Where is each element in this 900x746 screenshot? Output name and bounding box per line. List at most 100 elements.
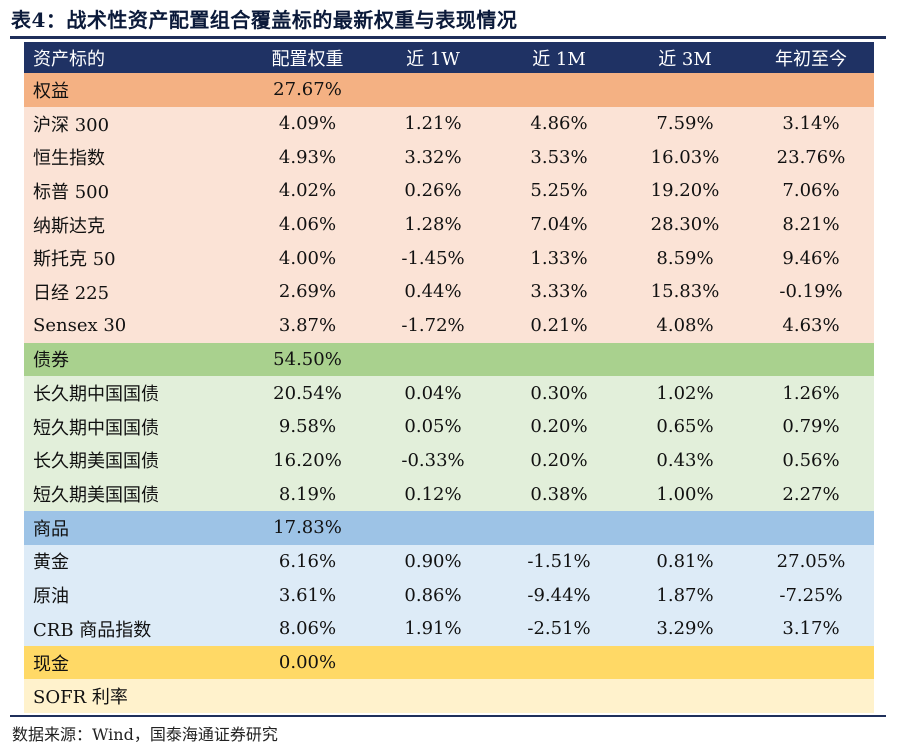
cell-ytd: 9.46%: [748, 241, 874, 276]
header-3m: 近 3M: [622, 42, 748, 73]
cell-1w: -1.45%: [370, 241, 496, 276]
category-name: 现金: [24, 645, 245, 680]
cell-asset: SOFR 利率: [24, 679, 245, 714]
cell-1w: 1.21%: [370, 106, 496, 141]
cell-3m: 19.20%: [622, 174, 748, 208]
cell-1w: 0.86%: [370, 578, 496, 612]
table-row: 黄金 6.16% 0.90% -1.51% 0.81% 27.05%: [24, 544, 874, 579]
cell-weight: 8.06%: [245, 612, 370, 646]
cell-1m: 0.20%: [496, 409, 622, 444]
category-empty-cell: [370, 645, 496, 680]
category-weight: 27.67%: [245, 73, 370, 107]
table-row: 原油 3.61% 0.86% -9.44% 1.87% -7.25%: [24, 578, 874, 612]
header-asset: 资产标的: [24, 42, 245, 73]
cell-asset: 沪深 300: [24, 106, 245, 141]
table-row: 日经 225 2.69% 0.44% 3.33% 15.83% -0.19%: [24, 275, 874, 309]
cell-asset: 长久期中国国债: [24, 376, 245, 410]
category-empty-cell: [370, 510, 496, 545]
header-1w: 近 1W: [370, 42, 496, 73]
cell-1m: -9.44%: [496, 578, 622, 612]
cell-asset: 短久期美国国债: [24, 477, 245, 511]
category-empty-cell: [370, 73, 496, 107]
category-weight: 17.83%: [245, 510, 370, 545]
cell-1w: 0.26%: [370, 174, 496, 208]
cell-ytd: [748, 679, 874, 714]
cell-1w: 0.90%: [370, 544, 496, 579]
table-row: 沪深 300 4.09% 1.21% 4.86% 7.59% 3.14%: [24, 106, 874, 141]
cell-3m: 16.03%: [622, 140, 748, 175]
cell-1w: 3.32%: [370, 140, 496, 175]
cell-3m: 1.87%: [622, 578, 748, 612]
table-row: CRB 商品指数 8.06% 1.91% -2.51% 3.29% 3.17%: [24, 612, 874, 646]
table-row: 标普 500 4.02% 0.26% 5.25% 19.20% 7.06%: [24, 174, 874, 208]
cell-1w: 0.12%: [370, 477, 496, 511]
cell-3m: 0.43%: [622, 443, 748, 478]
cell-1w: [370, 679, 496, 714]
cell-weight: 2.69%: [245, 275, 370, 309]
cell-1w: 0.04%: [370, 376, 496, 410]
cell-ytd: 3.17%: [748, 612, 874, 646]
cell-1m: -2.51%: [496, 612, 622, 646]
cell-ytd: -0.19%: [748, 275, 874, 309]
cell-1m: 3.33%: [496, 275, 622, 309]
cell-asset: 原油: [24, 578, 245, 612]
category-empty-cell: [496, 510, 622, 545]
cell-weight: 4.09%: [245, 106, 370, 141]
category-empty-cell: [748, 342, 874, 377]
cell-1m: 0.20%: [496, 443, 622, 478]
table-row: 恒生指数 4.93% 3.32% 3.53% 16.03% 23.76%: [24, 140, 874, 175]
cell-weight: 4.00%: [245, 241, 370, 276]
cell-ytd: 3.14%: [748, 106, 874, 141]
cell-asset: 恒生指数: [24, 140, 245, 175]
cell-asset: 日经 225: [24, 275, 245, 309]
table-title: 表4：战术性资产配置组合覆盖标的最新权重与表现情况: [11, 8, 518, 32]
category-row: 现金 0.00%: [24, 645, 874, 680]
cell-ytd: 8.21%: [748, 207, 874, 242]
cell-1w: -1.72%: [370, 308, 496, 343]
cell-weight: 4.93%: [245, 140, 370, 175]
cell-1m: 0.30%: [496, 376, 622, 410]
category-empty-cell: [370, 342, 496, 377]
cell-3m: 0.81%: [622, 544, 748, 579]
category-empty-cell: [622, 342, 748, 377]
category-empty-cell: [496, 73, 622, 107]
category-name: 债券: [24, 342, 245, 377]
cell-1m: [496, 679, 622, 714]
category-empty-cell: [496, 645, 622, 680]
cell-weight: 20.54%: [245, 376, 370, 410]
cell-3m: 28.30%: [622, 207, 748, 242]
cell-asset: Sensex 30: [24, 308, 245, 343]
cell-ytd: 27.05%: [748, 544, 874, 579]
category-row: 商品 17.83%: [24, 510, 874, 545]
cell-1m: 0.38%: [496, 477, 622, 511]
cell-1m: 7.04%: [496, 207, 622, 242]
bottom-rule: [10, 715, 886, 717]
cell-3m: 3.29%: [622, 612, 748, 646]
cell-ytd: 1.26%: [748, 376, 874, 410]
category-empty-cell: [496, 342, 622, 377]
cell-1w: -0.33%: [370, 443, 496, 478]
header-weight: 配置权重: [245, 42, 370, 73]
cell-asset: CRB 商品指数: [24, 612, 245, 646]
cell-ytd: 23.76%: [748, 140, 874, 175]
header-1m: 近 1M: [496, 42, 622, 73]
cell-1m: 3.53%: [496, 140, 622, 175]
cell-ytd: 0.56%: [748, 443, 874, 478]
category-weight: 0.00%: [245, 645, 370, 680]
allocation-table: 资产标的 配置权重 近 1W 近 1M 近 3M 年初至今 权益 27.67% 沪深…: [24, 42, 874, 714]
category-empty-cell: [748, 73, 874, 107]
header-ytd: 年初至今: [748, 42, 874, 73]
category-row: 权益 27.67%: [24, 73, 874, 107]
cell-ytd: -7.25%: [748, 578, 874, 612]
cell-1m: -1.51%: [496, 544, 622, 579]
table-row: 短久期美国国债 8.19% 0.12% 0.38% 1.00% 2.27%: [24, 477, 874, 511]
table-row: 纳斯达克 4.06% 1.28% 7.04% 28.30% 8.21%: [24, 207, 874, 242]
category-weight: 54.50%: [245, 342, 370, 377]
category-empty-cell: [622, 645, 748, 680]
cell-3m: [622, 679, 748, 714]
table-row: 斯托克 50 4.00% -1.45% 1.33% 8.59% 9.46%: [24, 241, 874, 276]
cell-weight: 6.16%: [245, 544, 370, 579]
table-row: 长久期美国国债 16.20% -0.33% 0.20% 0.43% 0.56%: [24, 443, 874, 478]
cell-ytd: 7.06%: [748, 174, 874, 208]
table-row: 短久期中国国债 9.58% 0.05% 0.20% 0.65% 0.79%: [24, 409, 874, 444]
